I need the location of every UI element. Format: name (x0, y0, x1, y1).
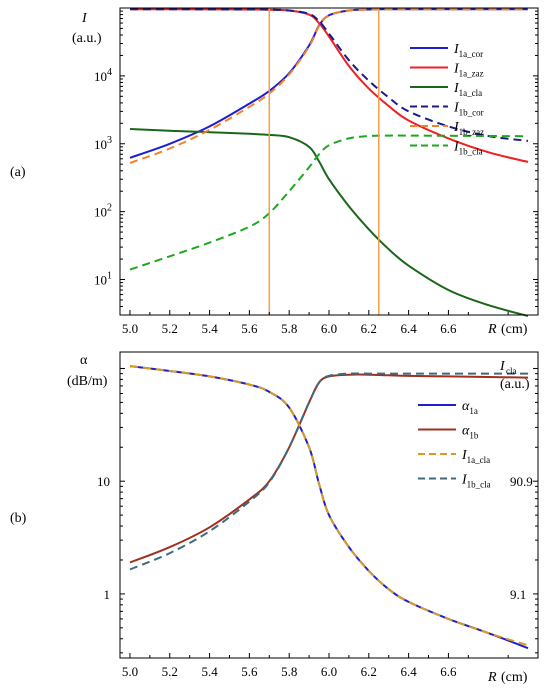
x-tick-label: 5.0 (122, 664, 138, 679)
legend-label-sub: 1a_cla (467, 455, 490, 465)
x-tick-label: 5.4 (201, 321, 218, 336)
legend-label-main: I (453, 81, 460, 96)
x-tick-label: 5.8 (281, 664, 297, 679)
panel-b-y-unit: (dB/m) (67, 374, 108, 389)
panel-b: 5.0 5.2 5.4 5.6 5.8 6.0 6.2 6.4 6.6 110 9.190.9 … (10, 351, 539, 685)
panel-b-right-ticks: 9.1 90.9 (510, 474, 533, 602)
legend-label-main: I (453, 101, 460, 116)
x-tick-label: 6.2 (361, 321, 377, 336)
panel-a-y-title: I (81, 11, 88, 26)
y-tick-base: 10 (94, 69, 107, 84)
panel-a-legend: I1a_corI1a_zazI1a_claI1b_corI1b_zazI1b_c… (410, 42, 484, 157)
right-tick-label: 90.9 (510, 474, 533, 489)
legend-label: I1b_cla (461, 473, 491, 490)
legend-label-main: I (453, 42, 460, 57)
panel-a-x-ticks: 5.0 5.2 5.4 5.6 5.8 6.0 6.2 6.4 6.6 (122, 310, 509, 336)
panel-b-label: (b) (10, 511, 27, 526)
legend-label-sub: 1a_zaz (459, 69, 484, 79)
x-tick-label: 6.0 (321, 321, 337, 336)
x-tick-label: 5.0 (122, 321, 138, 336)
y-tick-label: 104 (94, 67, 112, 84)
x-tick-label: 6.6 (440, 321, 457, 336)
legend-label-main: I (461, 448, 468, 463)
panel-b-y-title: α (80, 353, 88, 368)
legend-label-main: α (462, 424, 470, 439)
panel-b-right-unit: (a.u.) (500, 377, 530, 392)
panel-a: 5.0 5.2 5.4 5.6 5.8 6.0 6.2 6.4 6.6 101102103104… (10, 7, 539, 337)
x-tick-label: 5.8 (281, 321, 297, 336)
x-tick-label: 5.6 (241, 321, 258, 336)
y-tick-label: 101 (94, 271, 112, 288)
legend-label-sub: 1b_cla (459, 147, 483, 157)
panel-b-x-ticks: 5.0 5.2 5.4 5.6 5.8 6.0 6.2 6.4 6.6 (122, 653, 509, 679)
y-tick-base: 10 (94, 205, 107, 220)
x-tick-label: 5.2 (162, 664, 178, 679)
y-tick-exponent: 3 (107, 135, 112, 146)
y-tick-base: 10 (94, 137, 107, 152)
legend-label-main: I (461, 473, 468, 488)
legend-label: I1a_cla (453, 81, 482, 98)
legend-label-sub: 1b_zaz (459, 127, 484, 137)
legend-label-sub: 1b_cor (459, 108, 484, 118)
series-line-1a-cla (129, 365, 529, 647)
y-tick-exponent: 2 (107, 203, 112, 214)
panel-a-reference-lines (268, 8, 380, 315)
legend-label-sub: 1b_cla (467, 480, 491, 490)
panel-b-right-title: I (499, 359, 506, 374)
legend-label-main: I (453, 140, 460, 155)
series-line-1b-cor (129, 8, 529, 142)
panel-a-x-title: R (487, 322, 497, 337)
y-tick-exponent: 4 (107, 67, 112, 78)
series-line-1b (129, 373, 529, 564)
x-tick-label: 6.4 (400, 664, 417, 679)
panel-a-label: (a) (10, 165, 26, 180)
x-tick-label: 5.4 (201, 664, 218, 679)
series-line-1a-cla (129, 128, 529, 317)
legend-label-main: I (453, 120, 460, 135)
panel-a-x-unit: (cm) (501, 322, 528, 337)
legend-label: I1a_cla (461, 448, 490, 465)
panel-b-x-unit: (cm) (501, 670, 528, 685)
legend-label: I1b_cla (453, 140, 483, 157)
legend-label: I1a_cor (453, 42, 483, 59)
panel-b-series-lines (129, 365, 529, 650)
legend-label-sub: 1a_cor (459, 49, 484, 59)
x-tick-label: 6.2 (361, 664, 377, 679)
x-tick-label: 6.4 (400, 321, 417, 336)
panel-a-series-lines (129, 8, 529, 317)
x-tick-label: 5.6 (241, 664, 258, 679)
legend-label: α1b (462, 424, 479, 441)
legend-label-sub: 1a (469, 406, 478, 416)
y-tick-label: 103 (94, 135, 112, 152)
legend-label-sub: 1a_cla (459, 88, 482, 98)
legend-label: I1b_cor (453, 101, 484, 118)
legend-label-main: I (453, 62, 460, 77)
y-tick-base: 10 (94, 273, 107, 288)
y-tick-label: 102 (94, 203, 112, 220)
legend-label-main: α (462, 399, 470, 414)
y-tick-label: 1 (104, 587, 111, 602)
legend-label: α1a (462, 399, 478, 416)
series-line-1b-zaz (129, 8, 528, 164)
y-tick-label: 10 (97, 474, 110, 489)
legend-label-sub: 1b (469, 431, 479, 441)
x-tick-label: 6.6 (440, 664, 457, 679)
panel-b-y-ticks: 1 10 (97, 367, 538, 654)
right-tick-label: 9.1 (510, 587, 526, 602)
panel-a-y-unit: (a.u.) (72, 31, 102, 46)
series-line-1b-cla (129, 134, 529, 271)
legend-label: I1a_zaz (453, 62, 484, 79)
panel-b-right-title-sub: cla (506, 366, 517, 376)
series-line-1a-zaz (129, 8, 529, 163)
x-tick-label: 6.0 (321, 664, 337, 679)
panel-b-x-title: R (487, 670, 497, 685)
legend-label: I1b_zaz (453, 120, 484, 137)
panel-b-plot-frame (119, 351, 539, 659)
x-tick-label: 5.2 (162, 321, 178, 336)
y-tick-exponent: 1 (107, 271, 112, 282)
